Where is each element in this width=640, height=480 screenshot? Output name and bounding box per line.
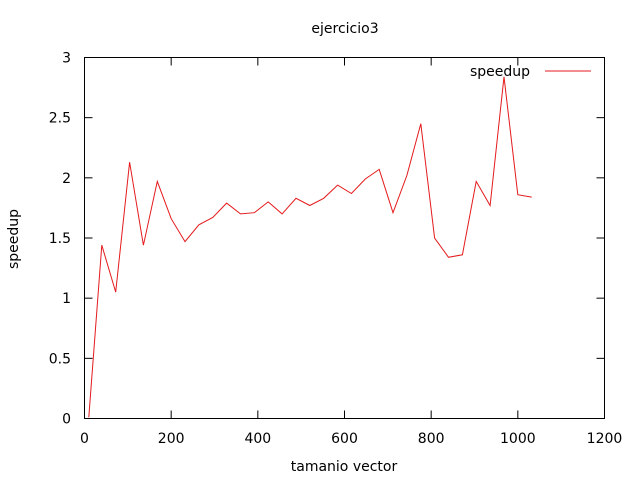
data-point [378, 168, 381, 171]
data-point [128, 161, 131, 164]
legend-label: speedup [470, 64, 530, 80]
y-tick-label: 0.5 [49, 351, 71, 367]
plot-frame [84, 57, 605, 419]
data-point [350, 192, 353, 195]
data-point [281, 212, 284, 215]
y-axis-label: speedup [6, 209, 22, 269]
x-tick-label: 400 [244, 431, 271, 447]
data-point [225, 202, 228, 205]
x-tick-label: 800 [418, 431, 445, 447]
data-point [322, 197, 325, 200]
y-tick-label: 3 [62, 51, 71, 67]
x-tick-label: 1000 [500, 431, 536, 447]
data-point [87, 416, 90, 419]
data-point [308, 204, 311, 207]
data-point [211, 216, 214, 219]
data-point [170, 217, 173, 220]
legend: speedup [470, 64, 591, 80]
x-axis-label: tamanio vector [291, 459, 398, 475]
data-point [267, 200, 270, 203]
data-point [142, 244, 145, 247]
data-point [156, 180, 159, 183]
x-tick-label: 200 [158, 431, 185, 447]
series-line-speedup [88, 76, 532, 418]
data-point [294, 197, 297, 200]
data-point [392, 211, 395, 214]
data-point [530, 196, 533, 199]
x-tick-label: 0 [80, 431, 89, 447]
data-point [114, 291, 117, 294]
data-point [364, 178, 367, 181]
series-lines [87, 76, 533, 419]
chart-title: ejercicio3 [311, 21, 378, 37]
x-tick-label: 600 [331, 431, 358, 447]
data-point [461, 253, 464, 256]
data-point [516, 193, 519, 196]
data-point [336, 184, 339, 187]
data-point [489, 204, 492, 207]
data-point [100, 244, 103, 247]
y-tick-label: 1.5 [49, 231, 71, 247]
axis-ticks: 0 200 400 600 800 1000 1200 0 0.5 1 1.5 2 2.5 3 [49, 51, 623, 448]
data-point [433, 237, 436, 240]
data-point [253, 211, 256, 214]
x-tick-label: 1200 [587, 431, 623, 447]
y-tick-label: 0 [62, 412, 71, 428]
data-point [419, 122, 422, 125]
data-point [475, 180, 478, 183]
y-tick-label: 2.5 [49, 111, 71, 127]
y-tick-label: 1 [62, 291, 71, 307]
data-point [184, 240, 187, 243]
data-point [197, 223, 200, 226]
y-tick-label: 2 [62, 171, 71, 187]
data-point [405, 174, 408, 177]
data-point [447, 256, 450, 259]
data-point [239, 212, 242, 215]
